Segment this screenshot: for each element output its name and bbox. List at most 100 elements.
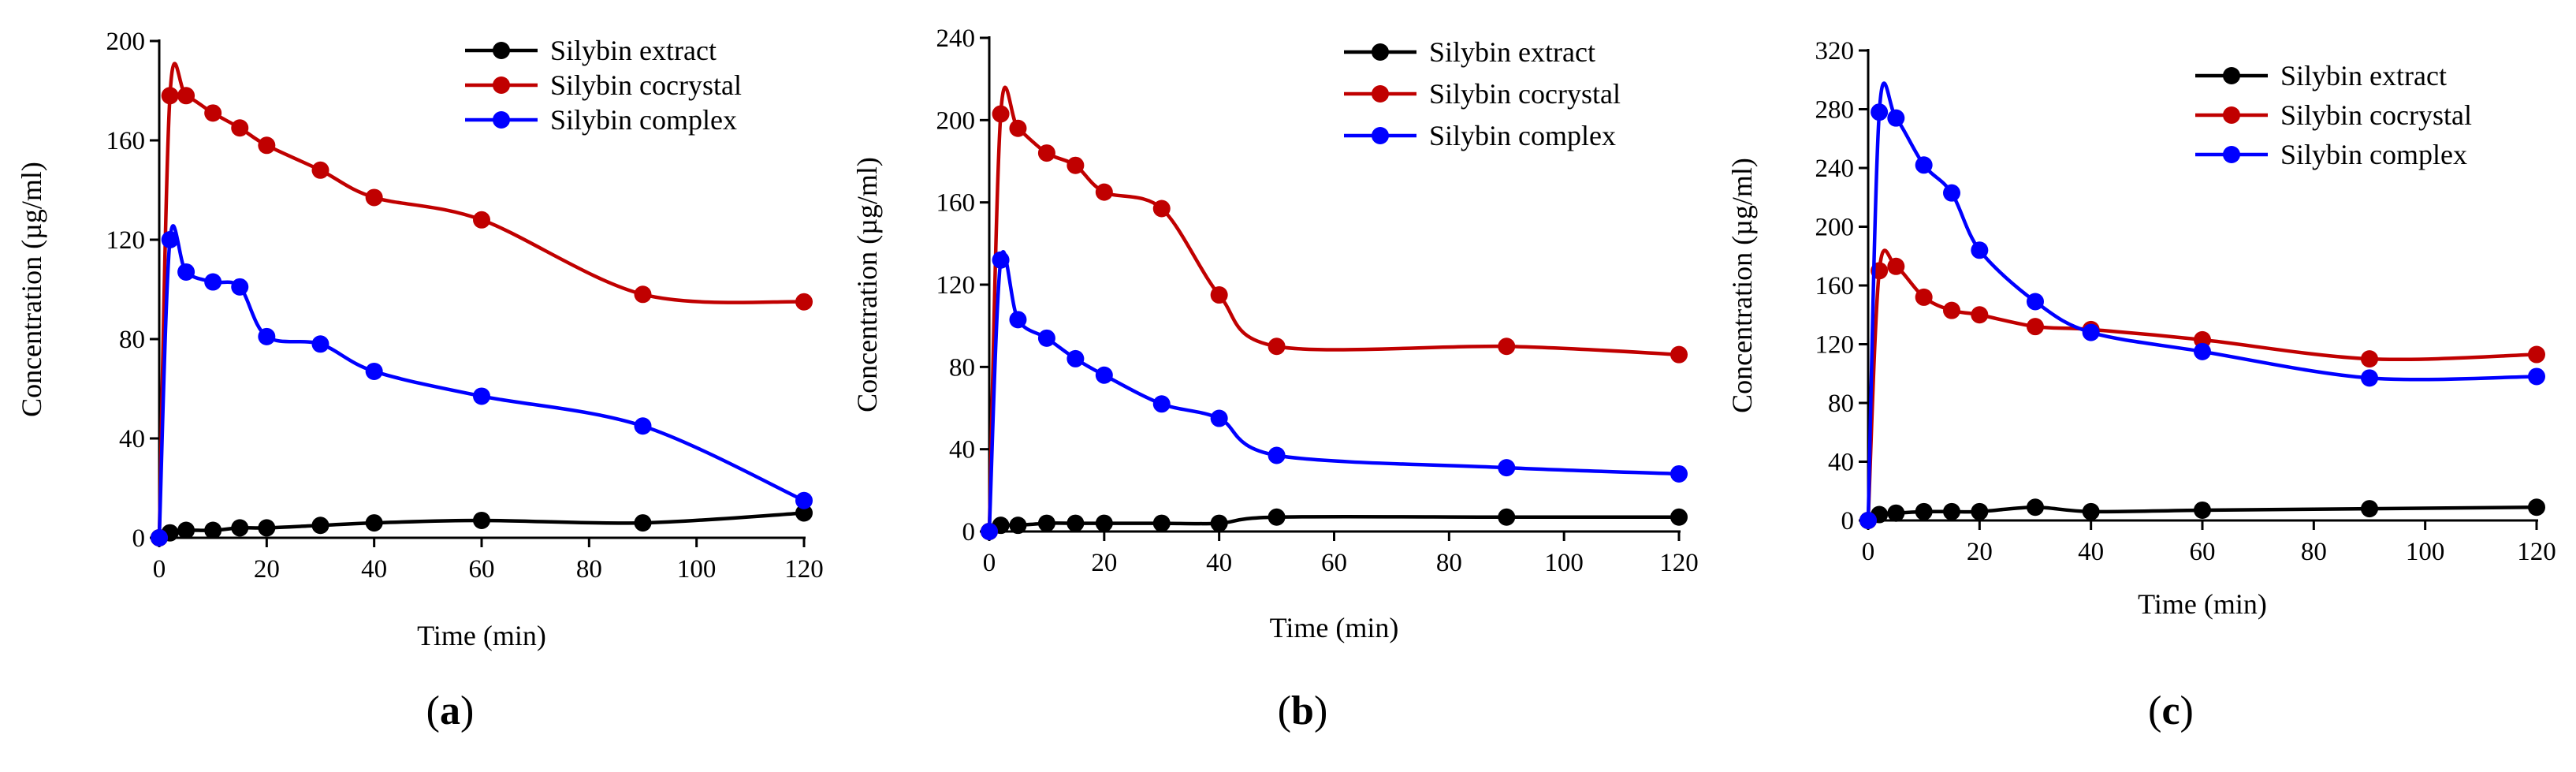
legend-marker-silybin-complex [2223, 146, 2240, 163]
data-point-silybin-extract [1009, 517, 1027, 535]
data-point-silybin-cocrystal [2027, 318, 2044, 336]
data-point-silybin-cocrystal [1037, 144, 1055, 162]
data-point-silybin-complex [2361, 369, 2378, 387]
data-point-silybin-complex [1498, 459, 1516, 477]
data-point-silybin-complex [2082, 323, 2100, 341]
data-point-silybin-cocrystal [177, 87, 195, 105]
series-line-silybin-complex [987, 250, 1681, 534]
data-point-silybin-complex [365, 362, 383, 380]
panel-label: (a) [426, 688, 475, 733]
data-point-silybin-extract [1887, 504, 1905, 522]
x-tick-label: 100 [2406, 538, 2445, 566]
data-point-silybin-cocrystal [365, 188, 383, 207]
x-axis-title: Time (min) [417, 620, 546, 651]
data-point-silybin-complex [2027, 293, 2044, 311]
x-tick-label: 40 [2078, 538, 2104, 566]
x-tick-label: 120 [2517, 538, 2556, 566]
data-point-silybin-complex [258, 327, 276, 345]
data-point-silybin-extract [1037, 514, 1055, 532]
legend-label-silybin-complex: Silybin complex [1429, 120, 1616, 151]
data-point-silybin-cocrystal [161, 87, 179, 105]
data-point-silybin-complex [981, 523, 998, 540]
y-tick-label: 80 [1828, 390, 1854, 418]
data-point-silybin-cocrystal [1152, 200, 1171, 218]
series-line-silybin-cocrystal [987, 85, 1681, 534]
x-tick-label: 120 [784, 555, 824, 584]
y-axis-title: Concentration (µg/ml) [851, 157, 883, 412]
data-point-silybin-cocrystal [1943, 301, 1960, 319]
y-tick-label: 240 [1815, 155, 1855, 183]
data-point-silybin-extract [1152, 514, 1171, 532]
data-point-silybin-cocrystal [992, 105, 1010, 123]
data-point-silybin-complex [1095, 366, 1113, 384]
series-line-silybin-extract [987, 514, 1681, 534]
data-point-silybin-extract [365, 514, 383, 532]
data-point-silybin-cocrystal [1009, 119, 1027, 137]
data-point-silybin-cocrystal [2361, 350, 2378, 368]
y-tick-label: 40 [1828, 449, 1854, 477]
data-point-silybin-extract [1067, 514, 1085, 532]
data-point-silybin-complex [1210, 409, 1228, 427]
data-point-silybin-complex [177, 263, 195, 281]
y-tick-label: 80 [949, 353, 975, 382]
data-point-silybin-extract [1268, 508, 1286, 526]
data-point-silybin-complex [204, 273, 222, 291]
legend-label-silybin-cocrystal: Silybin cocrystal [1429, 78, 1621, 110]
chart-panel-c: 0 40 80 120 160 200 240 280 320 0 20 40 60 80 100 120 Ti… [1726, 37, 2556, 733]
data-point-silybin-complex [1670, 464, 1688, 483]
y-tick-label: 160 [106, 127, 146, 155]
x-tick-label: 60 [469, 555, 495, 584]
legend-marker-silybin-extract [1372, 43, 1389, 61]
x-tick-label: 100 [677, 555, 717, 584]
data-point-silybin-extract [231, 519, 249, 537]
data-point-silybin-cocrystal [1915, 288, 1933, 306]
data-point-silybin-extract [1498, 508, 1516, 526]
y-tick-label: 40 [119, 425, 145, 453]
panel-label: (b) [1278, 688, 1328, 733]
data-point-silybin-complex [1067, 349, 1085, 367]
data-point-silybin-cocrystal [1210, 286, 1228, 304]
y-tick-label: 200 [106, 28, 146, 56]
chart-panel-b: 0 40 80 120 160 200 240 0 20 40 60 80 100 120 Time (mi… [851, 24, 1699, 733]
data-point-silybin-complex [1859, 512, 1877, 529]
data-point-silybin-complex [311, 335, 329, 353]
data-point-silybin-extract [473, 511, 490, 529]
y-axis-title: Concentration (µg/ml) [16, 162, 47, 417]
x-tick-label: 40 [1206, 549, 1232, 577]
data-point-silybin-complex [1915, 156, 1933, 174]
panel-label: (c) [2148, 688, 2194, 733]
legend-label-silybin-complex: Silybin complex [550, 104, 737, 136]
data-point-silybin-extract [2194, 501, 2211, 519]
data-point-silybin-extract [1971, 502, 1989, 520]
y-tick-label: 320 [1815, 37, 1855, 65]
legend-marker-silybin-cocrystal [2223, 106, 2240, 124]
data-point-silybin-cocrystal [258, 136, 276, 155]
data-point-silybin-complex [231, 278, 249, 296]
data-point-silybin-complex [1152, 395, 1171, 413]
y-tick-label: 120 [936, 271, 976, 300]
data-point-silybin-cocrystal [473, 211, 490, 229]
data-point-silybin-extract [634, 514, 652, 532]
legend-label-silybin-extract: Silybin extract [550, 35, 717, 66]
data-point-silybin-extract [2027, 498, 2044, 517]
data-point-silybin-complex [151, 529, 168, 546]
legend-marker-silybin-complex [493, 111, 510, 129]
data-point-silybin-cocrystal [1971, 306, 1989, 324]
y-tick-label: 0 [1841, 507, 1855, 535]
series-line-silybin-complex [157, 224, 806, 540]
data-point-silybin-complex [1009, 311, 1027, 329]
legend-marker-silybin-cocrystal [493, 76, 510, 94]
legend-label-silybin-complex: Silybin complex [2280, 139, 2467, 170]
x-tick-label: 120 [1659, 549, 1699, 577]
y-tick-label: 120 [1815, 331, 1855, 360]
data-point-silybin-extract [1210, 514, 1228, 532]
data-point-silybin-cocrystal [1887, 257, 1905, 275]
x-axis-title: Time (min) [2138, 588, 2267, 620]
data-point-silybin-complex [634, 417, 652, 435]
legend-label-silybin-cocrystal: Silybin cocrystal [2280, 99, 2472, 131]
data-point-silybin-extract [1095, 514, 1113, 532]
data-point-silybin-complex [992, 251, 1010, 269]
x-axis-title: Time (min) [1270, 612, 1399, 643]
data-point-silybin-complex [1037, 329, 1055, 347]
